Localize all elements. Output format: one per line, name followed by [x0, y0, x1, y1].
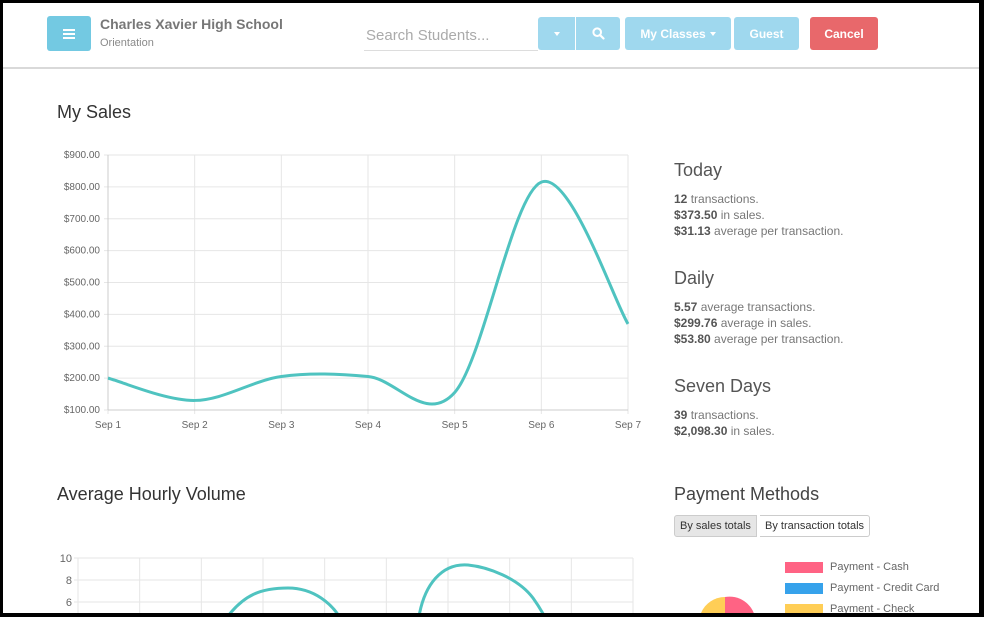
today-average-text: average per transaction.: [710, 224, 844, 238]
daily-sales-text: average in sales.: [717, 316, 812, 330]
school-name: Charles Xavier High School: [100, 16, 283, 32]
y-tick-label: $900.00: [64, 150, 101, 161]
seven-days-transactions-text: transactions.: [687, 408, 759, 422]
today-transactions-text: transactions.: [687, 192, 759, 206]
legend-item[interactable]: Payment - Credit Card: [785, 581, 939, 595]
menu-toggle-button[interactable]: [47, 16, 91, 51]
legend-item[interactable]: Payment - Check: [785, 602, 914, 613]
payment-pie-chart: [701, 596, 754, 613]
seven-days-sales: $2,098.30 in sales.: [674, 424, 775, 438]
x-tick-label: Sep 2: [182, 420, 209, 431]
y-tick-label: $600.00: [64, 246, 101, 257]
legend-swatch: [785, 582, 823, 594]
x-tick-label: Sep 1: [95, 420, 122, 431]
seven-days-transactions-value: 39: [674, 408, 688, 422]
daily-sales-value: $299.76: [674, 316, 718, 330]
seven-days-sales-value: $2,098.30: [674, 424, 728, 438]
legend-label: Payment - Check: [830, 603, 915, 613]
y-tick-label: 6: [66, 597, 72, 609]
payment-methods-title: Payment Methods: [674, 484, 820, 504]
legend-item[interactable]: Payment - Cash: [785, 560, 909, 574]
today-average: $31.13 average per transaction.: [674, 224, 843, 238]
y-tick-label: $700.00: [64, 214, 101, 225]
today-sales-text: in sales.: [717, 208, 765, 222]
today-average-value: $31.13: [674, 224, 711, 238]
today-heading: Today: [674, 160, 723, 180]
today-transactions: 12 transactions.: [674, 192, 759, 206]
page-subtitle: Orientation: [100, 37, 154, 49]
cancel-button[interactable]: Cancel: [810, 17, 878, 50]
daily-heading: Daily: [674, 268, 715, 288]
caret-down-icon: [709, 31, 716, 36]
my-classes-label: My Classes: [640, 26, 706, 41]
search-dropdown-button[interactable]: [538, 17, 575, 50]
my-classes-button[interactable]: My Classes: [625, 17, 731, 50]
y-tick-label: 8: [66, 575, 72, 587]
sales-series-line: [107, 180, 630, 406]
daily-transactions-text: average transactions.: [697, 300, 816, 314]
daily-transactions-value: 5.57: [674, 300, 698, 314]
today-sales: $373.50 in sales.: [674, 208, 765, 222]
caret-down-icon: [553, 31, 560, 36]
seven-days-heading: Seven Days: [674, 376, 772, 396]
x-tick-label: Sep 7: [615, 420, 642, 431]
daily-sales: $299.76 average in sales.: [674, 316, 811, 330]
x-tick-label: Sep 6: [528, 420, 555, 431]
daily-transactions: 5.57 average transactions.: [674, 300, 815, 314]
my-sales-title: My Sales: [57, 102, 132, 122]
top-navbar: Charles Xavier High School Orientation M…: [3, 3, 979, 69]
y-tick-label: $300.00: [64, 341, 101, 352]
y-tick-label: $800.00: [64, 182, 101, 193]
today-sales-value: $373.50: [674, 208, 718, 222]
y-tick-label: $500.00: [64, 278, 101, 289]
pie-slice-check: [701, 597, 725, 613]
legend-label: Payment - Credit Card: [830, 582, 940, 594]
app-frame: Charles Xavier High School Orientation M…: [3, 3, 979, 613]
today-transactions-value: 12: [674, 192, 688, 206]
by-transaction-totals-toggle[interactable]: By transaction totals: [760, 515, 871, 537]
hourly-volume-title: Average Hourly Volume: [57, 484, 246, 504]
hourly-volume-chart: 10 8 6: [60, 553, 634, 613]
y-tick-label: $200.00: [64, 373, 101, 384]
guest-button[interactable]: Guest: [734, 17, 799, 50]
search-button[interactable]: [576, 17, 620, 50]
hamburger-icon: [63, 28, 75, 39]
seven-days-transactions: 39 transactions.: [674, 408, 759, 422]
y-tick-label: $100.00: [64, 405, 101, 416]
daily-average-value: $53.80: [674, 332, 711, 346]
x-tick-label: Sep 5: [442, 420, 469, 431]
legend-swatch: [785, 561, 823, 573]
daily-average-text: average per transaction.: [710, 332, 844, 346]
search-icon: [591, 27, 605, 40]
sales-line-chart: $900.00 $800.00 $700.00 $600.00 $500.00 $400.…: [64, 150, 642, 431]
daily-average: $53.80 average per transaction.: [674, 332, 843, 346]
x-tick-label: Sep 3: [268, 420, 295, 431]
by-sales-totals-toggle[interactable]: By sales totals: [674, 515, 757, 537]
x-tick-label: Sep 4: [355, 420, 382, 431]
seven-days-sales-text: in sales.: [727, 424, 775, 438]
search-students-input[interactable]: [364, 20, 538, 51]
y-tick-label: $400.00: [64, 309, 101, 320]
legend-swatch: [785, 603, 823, 613]
hourly-series-line: [228, 563, 545, 613]
pie-slice-cash: [725, 596, 754, 613]
y-tick-label: 10: [60, 553, 72, 565]
legend-label: Payment - Cash: [830, 561, 909, 573]
